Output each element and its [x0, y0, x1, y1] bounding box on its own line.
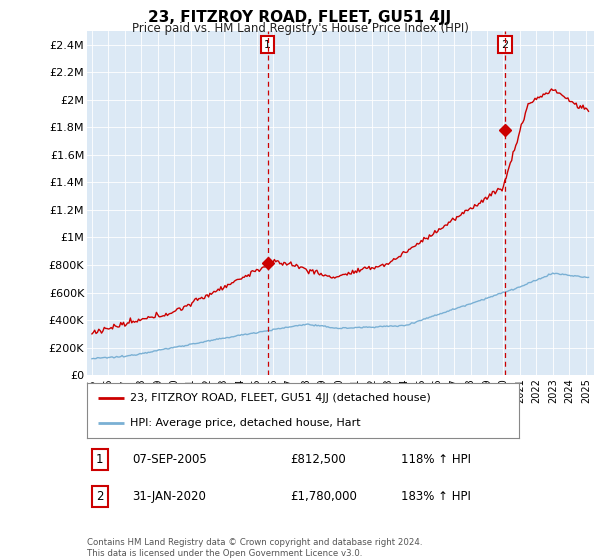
Text: 183% ↑ HPI: 183% ↑ HPI — [401, 490, 471, 503]
Text: 23, FITZROY ROAD, FLEET, GU51 4JJ: 23, FITZROY ROAD, FLEET, GU51 4JJ — [148, 10, 452, 25]
Text: 07-SEP-2005: 07-SEP-2005 — [133, 453, 208, 466]
Text: 23, FITZROY ROAD, FLEET, GU51 4JJ (detached house): 23, FITZROY ROAD, FLEET, GU51 4JJ (detac… — [130, 394, 431, 403]
Text: 1: 1 — [264, 40, 271, 50]
Text: 2: 2 — [96, 490, 103, 503]
Text: £812,500: £812,500 — [290, 453, 346, 466]
Text: HPI: Average price, detached house, Hart: HPI: Average price, detached house, Hart — [130, 418, 361, 427]
Text: Contains HM Land Registry data © Crown copyright and database right 2024.
This d: Contains HM Land Registry data © Crown c… — [87, 538, 422, 558]
Text: 31-JAN-2020: 31-JAN-2020 — [133, 490, 206, 503]
Text: 1: 1 — [96, 453, 103, 466]
Text: Price paid vs. HM Land Registry's House Price Index (HPI): Price paid vs. HM Land Registry's House … — [131, 22, 469, 35]
Text: 118% ↑ HPI: 118% ↑ HPI — [401, 453, 472, 466]
Text: £1,780,000: £1,780,000 — [290, 490, 356, 503]
Text: 2: 2 — [501, 40, 508, 50]
